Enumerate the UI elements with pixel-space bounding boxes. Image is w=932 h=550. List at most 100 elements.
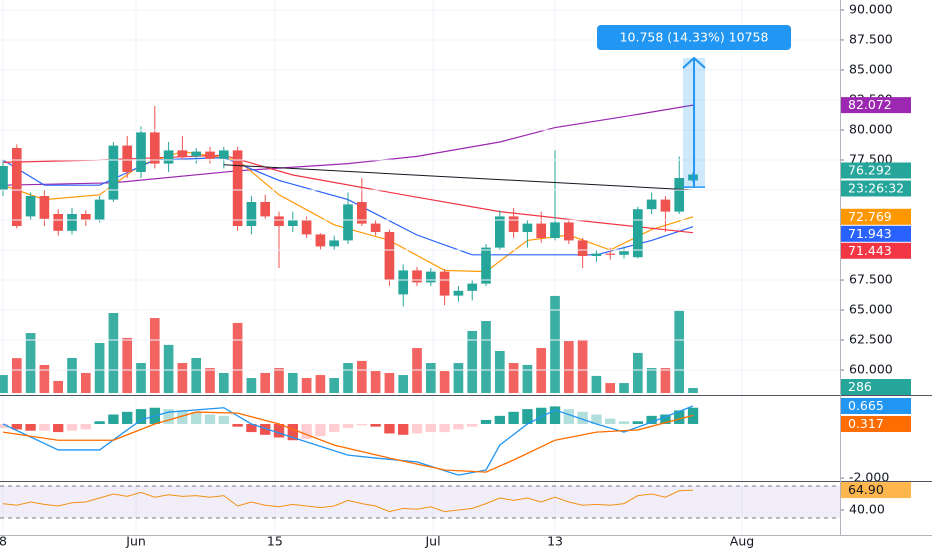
- candle-body: [67, 214, 77, 231]
- x-tick-label: Jul: [424, 534, 440, 549]
- candle-body: [11, 147, 22, 227]
- candle-body: [591, 253, 602, 257]
- rsi-line: [2, 489, 694, 513]
- macd-histogram-bar: [342, 423, 354, 429]
- candle-body: [660, 199, 671, 212]
- candle-body: [301, 220, 312, 235]
- candle-body: [398, 270, 409, 295]
- macd-histogram-bar: [660, 414, 671, 424]
- volume-bar: [591, 375, 602, 393]
- candle-body: [260, 202, 271, 217]
- volume-bar: [619, 383, 629, 393]
- ma-price-label-box: [841, 208, 911, 225]
- candle-body: [94, 199, 105, 221]
- macd-histogram-bar: [605, 418, 616, 424]
- measure-label-box: [597, 25, 792, 50]
- volume-bar: [163, 344, 174, 393]
- candle-body: [0, 165, 8, 190]
- moving-average: [2, 150, 694, 273]
- volume-label-box: [841, 379, 911, 395]
- macd-histogram-bar: [25, 423, 36, 431]
- volume-bar: [632, 352, 643, 393]
- ma-price-label: 71.943: [848, 226, 892, 241]
- moving-average: [2, 154, 694, 234]
- candle-body: [453, 290, 464, 296]
- macd-histogram-bar: [425, 423, 436, 433]
- candle-body: [287, 220, 298, 227]
- volume-bar: [11, 358, 22, 393]
- y-tick-label: 40.00: [849, 502, 885, 517]
- measure-label: 10.758 (14.33%) 10758: [620, 30, 769, 45]
- macd-histogram-bar: [204, 414, 216, 424]
- macd-histogram-bar: [439, 423, 450, 433]
- volume-bar: [522, 364, 533, 393]
- volume-label: 286: [848, 379, 872, 394]
- volume-bar: [149, 318, 160, 393]
- volume-bar: [688, 388, 698, 393]
- macd-histogram-bar: [94, 421, 105, 424]
- macd-label-box: [841, 415, 911, 432]
- x-tick-label: 13: [547, 534, 563, 549]
- macd-histogram-bar: [53, 423, 64, 433]
- volume-bar: [108, 313, 119, 393]
- volume-bar: [260, 372, 271, 393]
- candle-body: [329, 240, 340, 247]
- ma-price-label: 72.769: [848, 209, 892, 224]
- macd-histogram-bar: [591, 414, 602, 424]
- macd-histogram-bar: [315, 423, 326, 437]
- macd-histogram-bar: [163, 409, 174, 424]
- macd-histogram-bar: [329, 423, 340, 433]
- volume-bar: [577, 340, 588, 393]
- volume-bar: [39, 364, 50, 393]
- candle-body: [232, 150, 243, 227]
- candle-body: [108, 145, 119, 200]
- x-tick-label: 15: [267, 534, 283, 549]
- volume-bar: [660, 368, 671, 393]
- candle-body: [632, 209, 643, 258]
- volume-bar: [301, 378, 312, 393]
- candle-body: [218, 150, 229, 159]
- volume-bar: [205, 368, 215, 393]
- volume-bar: [177, 363, 188, 393]
- candle-body: [205, 151, 215, 159]
- macd-histogram-bar: [0, 423, 9, 429]
- volume-bar: [605, 383, 616, 393]
- volume-bar: [53, 380, 64, 393]
- macd-histogram-bar: [287, 423, 298, 441]
- macd-histogram-bar: [370, 423, 381, 427]
- macd-histogram-bar: [674, 410, 685, 424]
- macd-label: 0.317: [848, 416, 884, 431]
- volume-bar: [218, 372, 229, 393]
- macd-histogram-bar: [398, 423, 409, 435]
- candle-body: [674, 177, 685, 212]
- volume-bar: [398, 375, 409, 393]
- macd-label-box: [841, 397, 911, 414]
- candle-body: [522, 223, 533, 233]
- ma-price-label: 82.072: [848, 97, 892, 112]
- macd-histogram-bar: [646, 415, 657, 424]
- macd-histogram-bar: [273, 423, 285, 438]
- candle-body: [536, 223, 547, 239]
- volume-bar: [274, 368, 284, 393]
- volume-bar: [25, 333, 36, 393]
- y-tick-label: -2.000: [849, 470, 889, 485]
- candle-body: [370, 223, 381, 233]
- volume-bar: [191, 357, 202, 393]
- volume-bar: [343, 363, 353, 393]
- macd-histogram-bar: [177, 410, 188, 424]
- candle-body: [577, 240, 588, 257]
- countdown-label-box: [841, 180, 911, 197]
- ma-price-label-box: [841, 97, 911, 114]
- volume-bar: [246, 378, 257, 393]
- candle-body: [412, 270, 422, 283]
- macd-histogram-bar: [453, 423, 464, 430]
- candle-body: [356, 202, 367, 224]
- macd-histogram-bar: [508, 411, 519, 424]
- macd-histogram-bar: [384, 423, 395, 434]
- ma-price-label: 71.443: [848, 243, 892, 258]
- candle-body: [563, 222, 574, 241]
- rsi-label-box: [841, 482, 911, 499]
- volume-bar: [232, 322, 243, 393]
